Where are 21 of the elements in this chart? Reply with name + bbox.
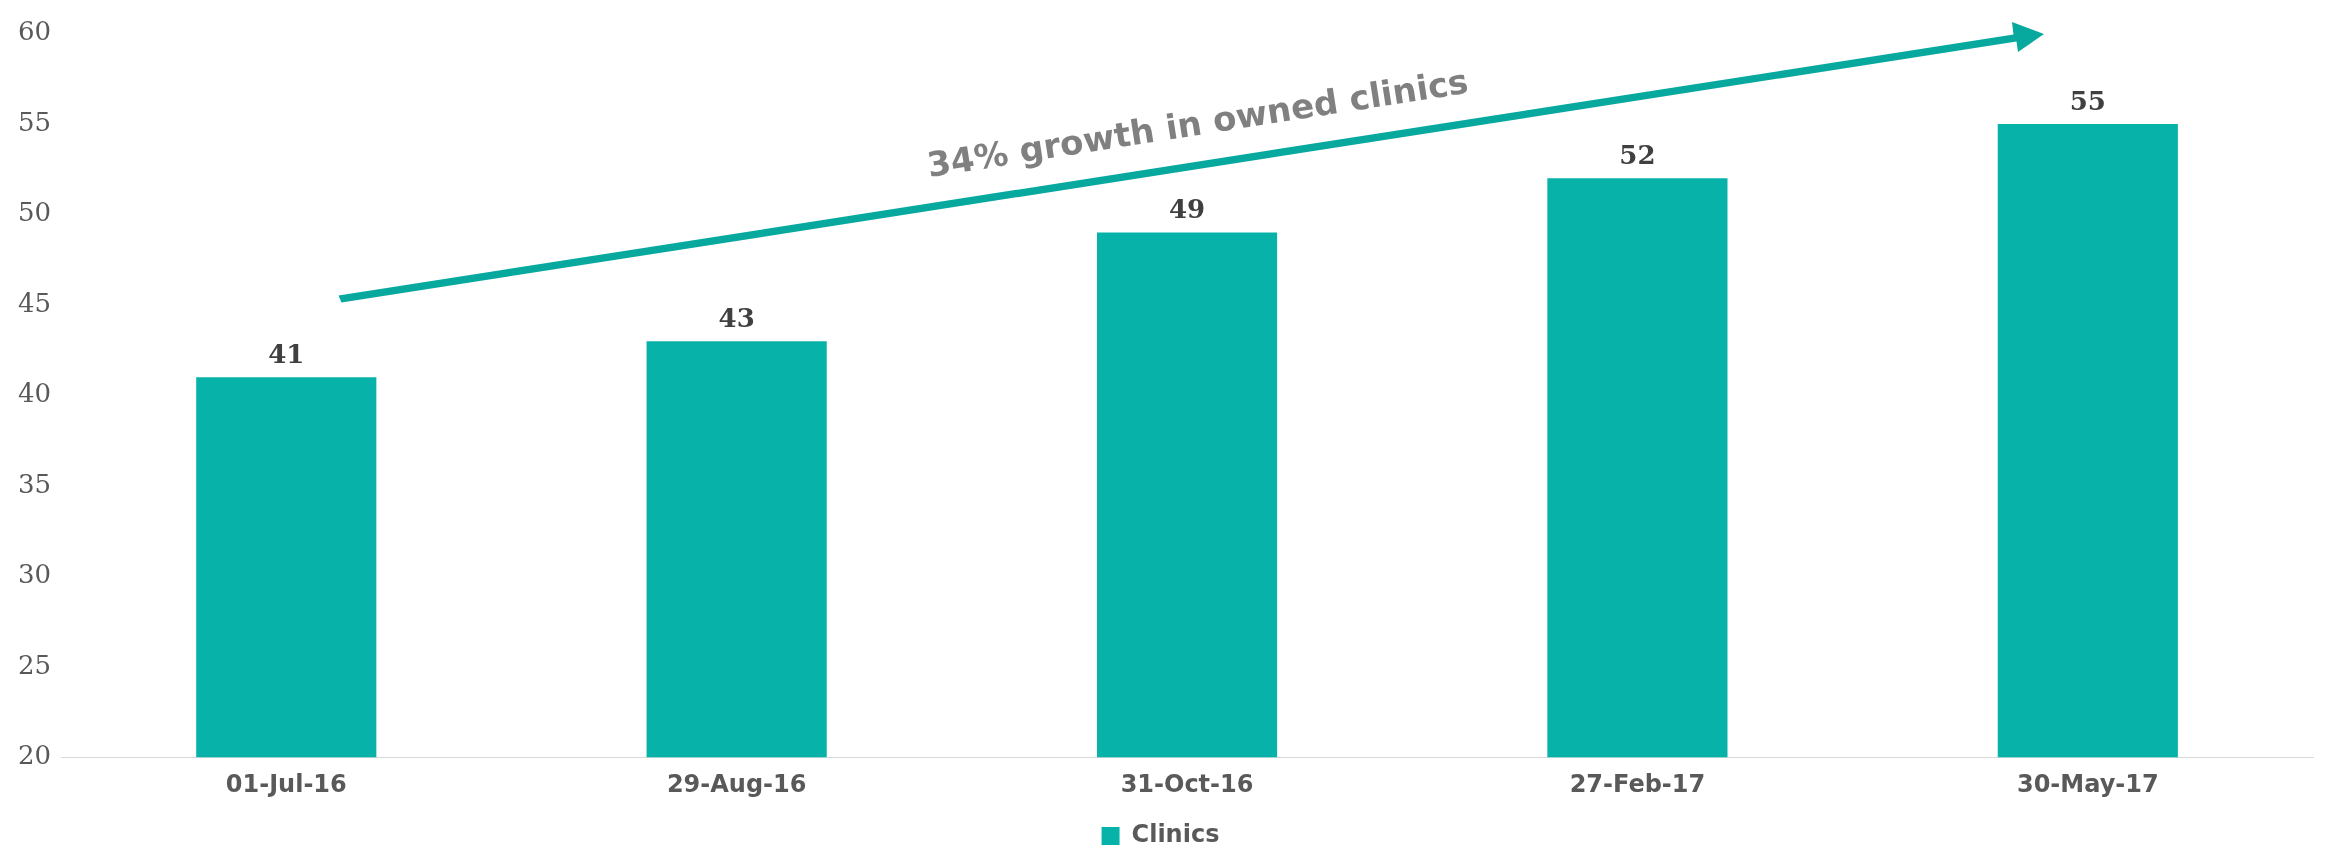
legend-label: Clinics <box>1131 820 1220 849</box>
y-tick-label: 25 <box>17 649 52 680</box>
x-tick-label: 31-Oct-16 <box>1120 769 1254 798</box>
y-tick-label: 40 <box>17 378 52 409</box>
y-tick-label: 20 <box>17 739 52 770</box>
y-tick-label: 35 <box>17 468 52 499</box>
data-label: 41 <box>268 339 305 370</box>
x-tick-label: 30-May-17 <box>2016 769 2159 798</box>
data-label: 43 <box>718 302 755 333</box>
y-tick-label: 60 <box>17 16 52 47</box>
x-tick-label: 29-Aug-16 <box>666 769 807 798</box>
data-label: 49 <box>1168 194 1206 225</box>
y-tick-label: 50 <box>17 197 52 228</box>
x-tick-label: 01-Jul-16 <box>225 769 347 798</box>
y-tick-label: 30 <box>17 559 52 590</box>
y-tick-label: 55 <box>17 106 52 137</box>
x-tick-label: 27-Feb-17 <box>1569 769 1706 798</box>
data-label: 55 <box>2069 85 2106 116</box>
data-label: 52 <box>1619 140 1656 171</box>
annotation: 34% growth in owned clinics <box>924 60 1471 185</box>
y-tick-label: 45 <box>17 287 52 318</box>
